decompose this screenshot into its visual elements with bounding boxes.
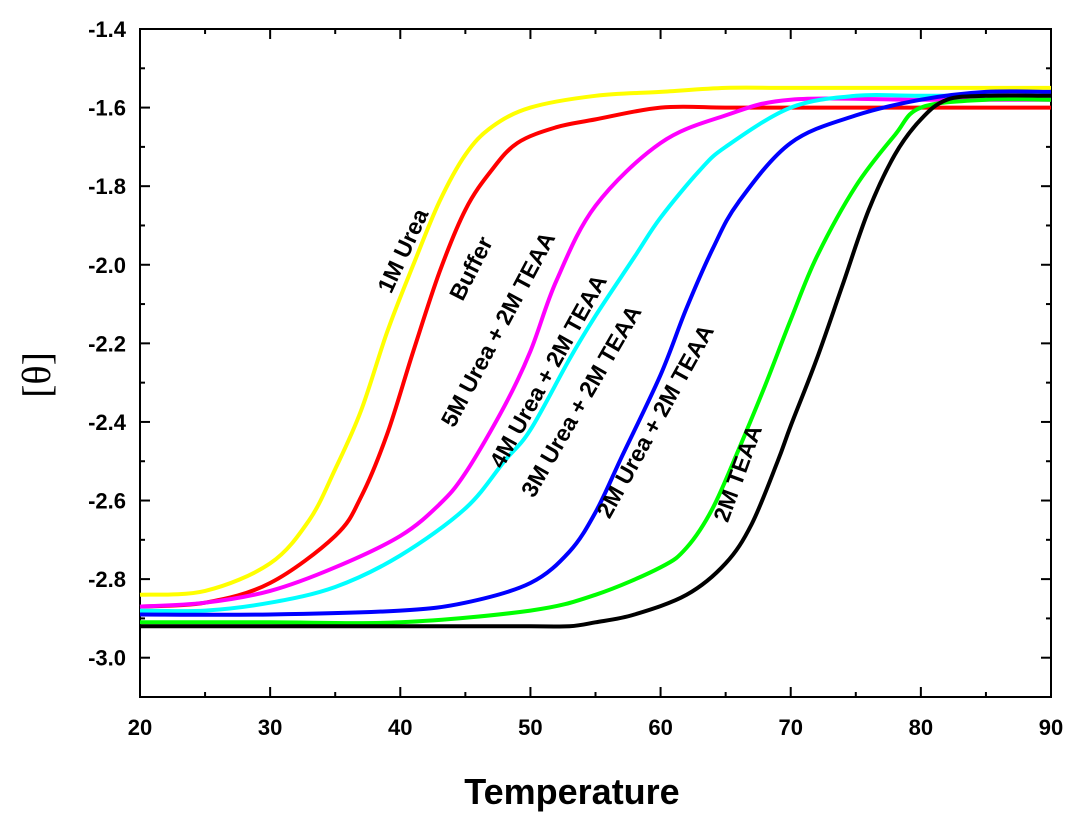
x-tick-label: 30 bbox=[258, 715, 282, 740]
y-tick-label: -2.0 bbox=[88, 253, 126, 278]
x-tick-label: 90 bbox=[1039, 715, 1063, 740]
y-tick-label: -1.6 bbox=[88, 96, 126, 121]
x-tick-label: 60 bbox=[648, 715, 672, 740]
series-lines bbox=[139, 85, 1052, 629]
series-line-5m-urea-2m-teaa bbox=[139, 96, 1051, 609]
ticks: 20 30 40 50 60 70 80 90 -1.4 -1.6 -1.8 -2.0 -2.2 -2.4… bbox=[88, 17, 1063, 740]
x-tick-label: 50 bbox=[518, 715, 542, 740]
series-line-2m-teaa bbox=[140, 93, 1052, 629]
x-tick-label: 80 bbox=[909, 715, 933, 740]
series-line-4m-urea-2m-teaa bbox=[139, 92, 1051, 614]
y-tick-label: -3.0 bbox=[88, 646, 126, 671]
y-tick-label: -2.4 bbox=[88, 410, 127, 435]
series-label: 1M Urea bbox=[372, 204, 433, 296]
y-tick-label: -2.8 bbox=[88, 567, 126, 592]
y-tick-label: -1.8 bbox=[88, 174, 126, 199]
y-tick-label: -2.2 bbox=[88, 331, 126, 356]
series-line-3m-urea-2m-teaa bbox=[139, 89, 1052, 617]
series-line-1m-urea bbox=[139, 85, 1051, 597]
x-tick-label: 70 bbox=[778, 715, 802, 740]
series-line-2m-urea-2m-teaa bbox=[140, 97, 1052, 626]
y-axis-title: [θ] bbox=[14, 352, 59, 398]
series-line-buffer bbox=[139, 104, 1051, 609]
x-tick-label: 40 bbox=[388, 715, 412, 740]
x-tick-label: 20 bbox=[128, 715, 152, 740]
x-axis-title: Temperature bbox=[464, 771, 679, 812]
y-tick-label: -1.4 bbox=[88, 17, 127, 42]
y-tick-label: -2.6 bbox=[88, 489, 126, 514]
